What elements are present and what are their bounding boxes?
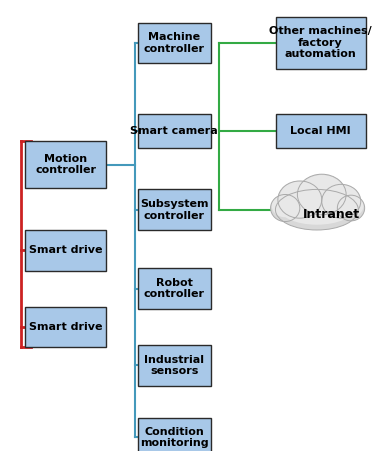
Ellipse shape xyxy=(299,175,344,209)
Ellipse shape xyxy=(297,174,346,215)
FancyBboxPatch shape xyxy=(138,419,211,451)
Text: Smart drive: Smart drive xyxy=(29,245,102,255)
Text: Other machines/
factory
automation: Other machines/ factory automation xyxy=(269,26,372,60)
Ellipse shape xyxy=(278,181,322,218)
Text: Local HMI: Local HMI xyxy=(290,126,351,136)
Text: Smart camera: Smart camera xyxy=(130,126,218,136)
FancyBboxPatch shape xyxy=(138,23,211,63)
FancyBboxPatch shape xyxy=(25,141,106,189)
FancyBboxPatch shape xyxy=(276,114,366,148)
Text: Machine
controller: Machine controller xyxy=(144,32,205,54)
Ellipse shape xyxy=(339,195,363,216)
Text: Robot
controller: Robot controller xyxy=(144,278,205,299)
FancyBboxPatch shape xyxy=(25,307,106,347)
FancyBboxPatch shape xyxy=(276,17,366,69)
FancyBboxPatch shape xyxy=(138,345,211,386)
Ellipse shape xyxy=(338,195,364,221)
Text: Motion
controller: Motion controller xyxy=(35,154,96,175)
Ellipse shape xyxy=(275,189,358,230)
Ellipse shape xyxy=(271,194,300,221)
FancyBboxPatch shape xyxy=(138,268,211,309)
Ellipse shape xyxy=(322,184,361,218)
Text: Intranet: Intranet xyxy=(303,208,360,221)
Text: Condition
monitoring: Condition monitoring xyxy=(140,427,208,448)
FancyBboxPatch shape xyxy=(138,114,211,148)
Ellipse shape xyxy=(323,184,359,213)
Ellipse shape xyxy=(272,194,298,217)
FancyBboxPatch shape xyxy=(25,230,106,271)
Ellipse shape xyxy=(279,190,355,225)
Text: Subsystem
controller: Subsystem controller xyxy=(140,199,208,221)
Text: Industrial
sensors: Industrial sensors xyxy=(144,354,204,376)
Text: Smart drive: Smart drive xyxy=(29,322,102,332)
FancyBboxPatch shape xyxy=(138,189,211,230)
Ellipse shape xyxy=(280,181,320,213)
